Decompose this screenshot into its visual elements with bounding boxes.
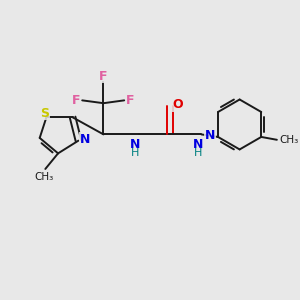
Text: O: O xyxy=(173,98,183,111)
Text: N: N xyxy=(205,129,215,142)
Text: S: S xyxy=(40,106,50,120)
Text: H: H xyxy=(194,148,202,158)
Text: F: F xyxy=(72,94,80,107)
Text: F: F xyxy=(99,70,108,83)
Text: H: H xyxy=(131,148,140,158)
Text: N: N xyxy=(80,133,90,146)
Text: N: N xyxy=(193,138,203,151)
Text: CH₃: CH₃ xyxy=(34,172,53,182)
Text: N: N xyxy=(130,138,141,151)
Text: CH₃: CH₃ xyxy=(279,135,298,145)
Text: F: F xyxy=(126,94,135,107)
